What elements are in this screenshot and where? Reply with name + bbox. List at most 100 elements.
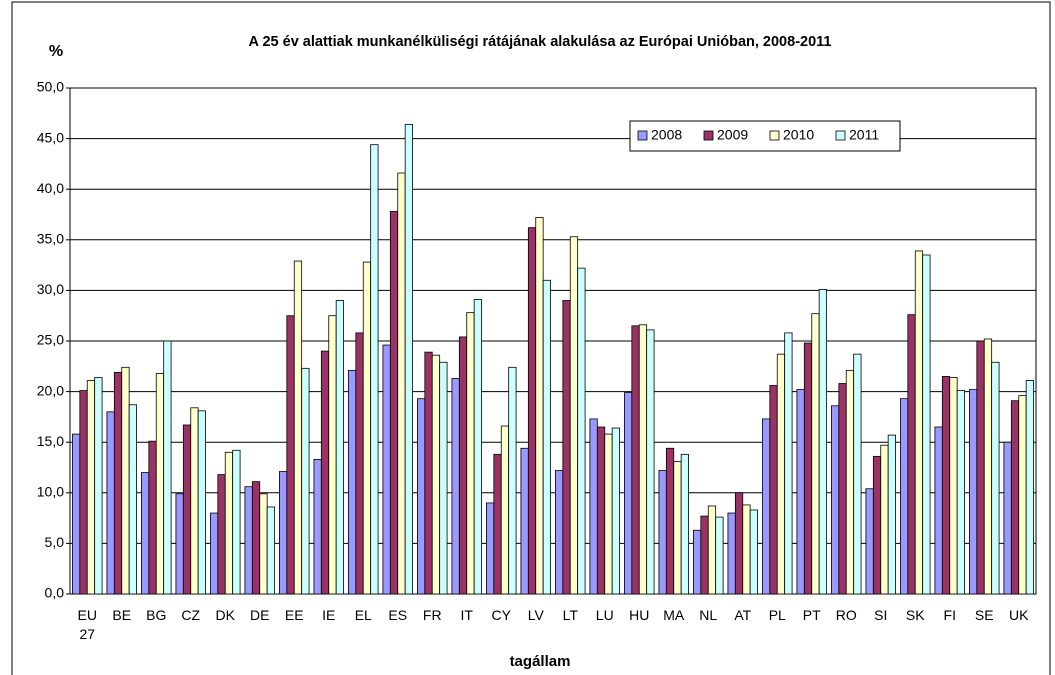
bar	[555, 470, 564, 595]
legend-label: 2010	[783, 127, 814, 143]
x-tick-label: CZ	[181, 607, 201, 623]
bar	[1025, 380, 1034, 595]
y-tick-label: 20,0	[37, 382, 64, 398]
x-tick-label: CY	[491, 607, 511, 623]
bar	[163, 340, 172, 595]
bar	[224, 451, 234, 595]
bar	[417, 398, 426, 595]
x-tick-label: LT	[562, 607, 578, 623]
bar	[577, 267, 586, 595]
bar	[72, 433, 81, 595]
bar	[301, 367, 310, 595]
y-axis-label: %	[49, 43, 63, 60]
bar	[693, 529, 702, 595]
bar	[922, 254, 931, 595]
bar	[424, 351, 433, 595]
x-tick-label: SE	[974, 607, 994, 623]
bar	[631, 325, 640, 595]
bar	[941, 376, 951, 595]
legend-swatch	[703, 130, 714, 141]
bar	[715, 516, 724, 595]
bar	[542, 279, 551, 595]
x-tick-label: DE	[250, 607, 270, 623]
x-tick-label: LV	[527, 607, 544, 623]
bar	[796, 389, 805, 595]
legend-label: 2008	[651, 127, 682, 143]
x-tick-label: DK	[215, 607, 235, 623]
bar	[404, 124, 413, 595]
bar	[259, 493, 268, 595]
x-tick-label: HU	[629, 607, 650, 623]
bar	[128, 404, 137, 595]
bar	[872, 455, 882, 595]
bar	[286, 315, 295, 595]
bar	[969, 389, 978, 595]
bar	[976, 340, 985, 595]
bar	[742, 504, 751, 595]
bar	[907, 314, 916, 595]
y-tick-label: 25,0	[37, 332, 64, 348]
bar	[811, 313, 820, 595]
bar	[397, 172, 406, 595]
bar	[624, 392, 633, 595]
x-tick-label: EE	[284, 607, 304, 623]
y-tick-label: 5,0	[45, 534, 65, 550]
bar	[535, 217, 544, 595]
legend-label: 2011	[849, 127, 879, 143]
bar	[673, 461, 682, 595]
bar	[900, 398, 909, 595]
y-tick-label: 45,0	[37, 129, 64, 145]
bar	[182, 424, 192, 595]
bar	[106, 411, 115, 595]
x-tick-label: SK	[905, 607, 925, 623]
x-tick-label: RO	[835, 607, 857, 623]
bar	[121, 366, 130, 595]
bar	[949, 377, 958, 595]
x-tick-label: IT	[460, 607, 473, 623]
bar	[155, 372, 165, 595]
bar	[328, 315, 337, 595]
bar	[596, 426, 606, 595]
bar	[113, 371, 123, 595]
bar	[769, 385, 778, 595]
bar	[251, 481, 261, 595]
bar	[991, 361, 1000, 595]
bar	[562, 300, 571, 595]
bar	[527, 227, 537, 595]
x-tick-label: FR	[422, 607, 442, 623]
x-tick-label: UK	[1009, 607, 1029, 623]
bar	[611, 427, 620, 595]
bar	[665, 447, 675, 595]
legend-swatch	[835, 130, 846, 141]
bar	[244, 486, 253, 595]
x-tick-label: FI	[943, 607, 956, 623]
x-tick-label: PT	[802, 607, 821, 623]
bar	[880, 444, 889, 595]
bar	[734, 492, 744, 595]
bar	[197, 410, 206, 595]
bar	[638, 324, 648, 595]
bar	[845, 369, 855, 595]
legend-swatch	[637, 130, 648, 141]
bar	[646, 329, 655, 595]
bar	[79, 390, 88, 595]
bar	[727, 512, 736, 595]
bar	[175, 493, 184, 595]
bar	[784, 332, 793, 595]
bar	[217, 474, 226, 595]
x-axis-label: tagállam	[510, 653, 571, 670]
bar	[335, 300, 344, 595]
bar	[86, 380, 96, 595]
bar	[320, 350, 330, 595]
bar	[382, 344, 391, 595]
x-tick-label: MA	[663, 607, 685, 623]
x-tick-label: NL	[699, 607, 718, 623]
bar	[1010, 400, 1020, 595]
bar	[956, 390, 965, 595]
bar	[370, 144, 379, 595]
bar	[887, 434, 896, 595]
bar	[439, 361, 448, 595]
bar	[1018, 395, 1027, 595]
x-tick-label: EU 27	[77, 607, 97, 642]
